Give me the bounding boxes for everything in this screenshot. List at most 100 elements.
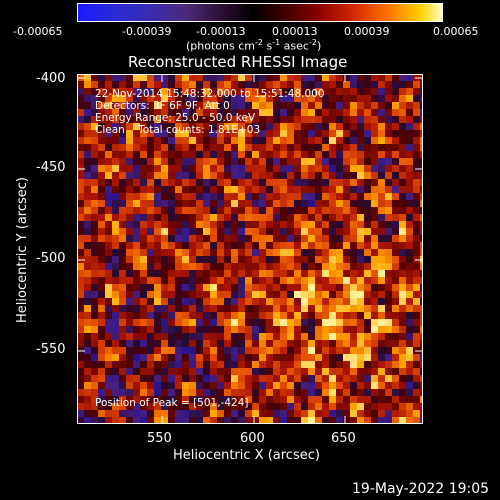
image-pixel — [252, 102, 259, 109]
image-pixel — [203, 158, 210, 165]
image-pixel — [238, 256, 245, 263]
image-pixel — [322, 207, 329, 214]
image-pixel — [385, 123, 392, 130]
image-pixel — [168, 88, 175, 95]
image-pixel — [350, 179, 357, 186]
image-pixel — [84, 158, 91, 165]
image-pixel — [161, 354, 168, 361]
image-pixel — [315, 193, 322, 200]
image-pixel — [154, 249, 161, 256]
image-pixel — [105, 88, 112, 95]
image-pixel — [119, 410, 126, 417]
image-pixel — [343, 214, 350, 221]
image-pixel — [105, 389, 112, 396]
image-pixel — [385, 137, 392, 144]
image-pixel — [98, 116, 105, 123]
colorbar-tick-3: -0.00013 — [196, 25, 246, 38]
image-pixel — [371, 389, 378, 396]
image-pixel — [280, 333, 287, 340]
image-pixel — [126, 116, 133, 123]
image-pixel — [357, 207, 364, 214]
image-pixel — [378, 130, 385, 137]
image-pixel — [315, 340, 322, 347]
image-pixel — [357, 410, 364, 417]
image-pixel — [371, 130, 378, 137]
image-pixel — [189, 382, 196, 389]
image-pixel — [196, 326, 203, 333]
image-pixel — [301, 102, 308, 109]
image-pixel — [77, 298, 84, 305]
image-pixel — [175, 172, 182, 179]
image-pixel — [385, 382, 392, 389]
image-pixel — [245, 263, 252, 270]
image-pixel — [189, 361, 196, 368]
info-peak-position: Position of Peak = [501,-424] — [95, 397, 249, 409]
image-pixel — [280, 179, 287, 186]
image-pixel — [210, 375, 217, 382]
image-pixel — [196, 123, 203, 130]
image-pixel — [280, 319, 287, 326]
image-pixel — [168, 130, 175, 137]
image-pixel — [336, 137, 343, 144]
image-pixel — [392, 396, 399, 403]
image-pixel — [392, 165, 399, 172]
image-pixel — [196, 389, 203, 396]
image-pixel — [399, 242, 406, 249]
image-pixel — [266, 375, 273, 382]
image-pixel — [91, 382, 98, 389]
image-pixel — [371, 361, 378, 368]
image-pixel — [119, 186, 126, 193]
image-pixel — [413, 137, 420, 144]
image-pixel — [133, 305, 140, 312]
image-pixel — [406, 417, 413, 424]
image-pixel — [189, 389, 196, 396]
image-pixel — [371, 333, 378, 340]
image-pixel — [112, 417, 119, 424]
image-pixel — [308, 347, 315, 354]
image-pixel — [77, 214, 84, 221]
image-pixel — [273, 249, 280, 256]
image-pixel — [378, 403, 385, 410]
image-pixel — [420, 396, 423, 403]
image-pixel — [406, 151, 413, 158]
image-pixel — [147, 235, 154, 242]
image-pixel — [98, 214, 105, 221]
image-pixel — [112, 109, 119, 116]
image-pixel — [231, 361, 238, 368]
image-pixel — [84, 277, 91, 284]
image-pixel — [98, 326, 105, 333]
image-pixel — [357, 144, 364, 151]
image-pixel — [119, 74, 126, 81]
image-pixel — [133, 284, 140, 291]
image-pixel — [266, 158, 273, 165]
image-pixel — [378, 256, 385, 263]
image-pixel — [196, 228, 203, 235]
colorbar-tick-6: 0.00065 — [433, 25, 479, 38]
image-pixel — [385, 256, 392, 263]
image-pixel — [126, 375, 133, 382]
image-pixel — [175, 403, 182, 410]
image-pixel — [119, 326, 126, 333]
image-pixel — [189, 375, 196, 382]
image-pixel — [420, 375, 423, 382]
image-pixel — [413, 298, 420, 305]
image-pixel — [91, 305, 98, 312]
image-pixel — [399, 396, 406, 403]
image-pixel — [294, 417, 301, 424]
image-pixel — [238, 249, 245, 256]
image-pixel — [315, 333, 322, 340]
image-pixel — [238, 284, 245, 291]
image-pixel — [91, 249, 98, 256]
image-pixel — [308, 116, 315, 123]
image-pixel — [224, 95, 231, 102]
image-pixel — [273, 396, 280, 403]
image-pixel — [259, 165, 266, 172]
image-pixel — [126, 249, 133, 256]
image-pixel — [105, 284, 112, 291]
image-pixel — [98, 151, 105, 158]
image-pixel — [399, 312, 406, 319]
image-pixel — [175, 123, 182, 130]
image-pixel — [147, 123, 154, 130]
image-pixel — [91, 123, 98, 130]
image-pixel — [287, 235, 294, 242]
